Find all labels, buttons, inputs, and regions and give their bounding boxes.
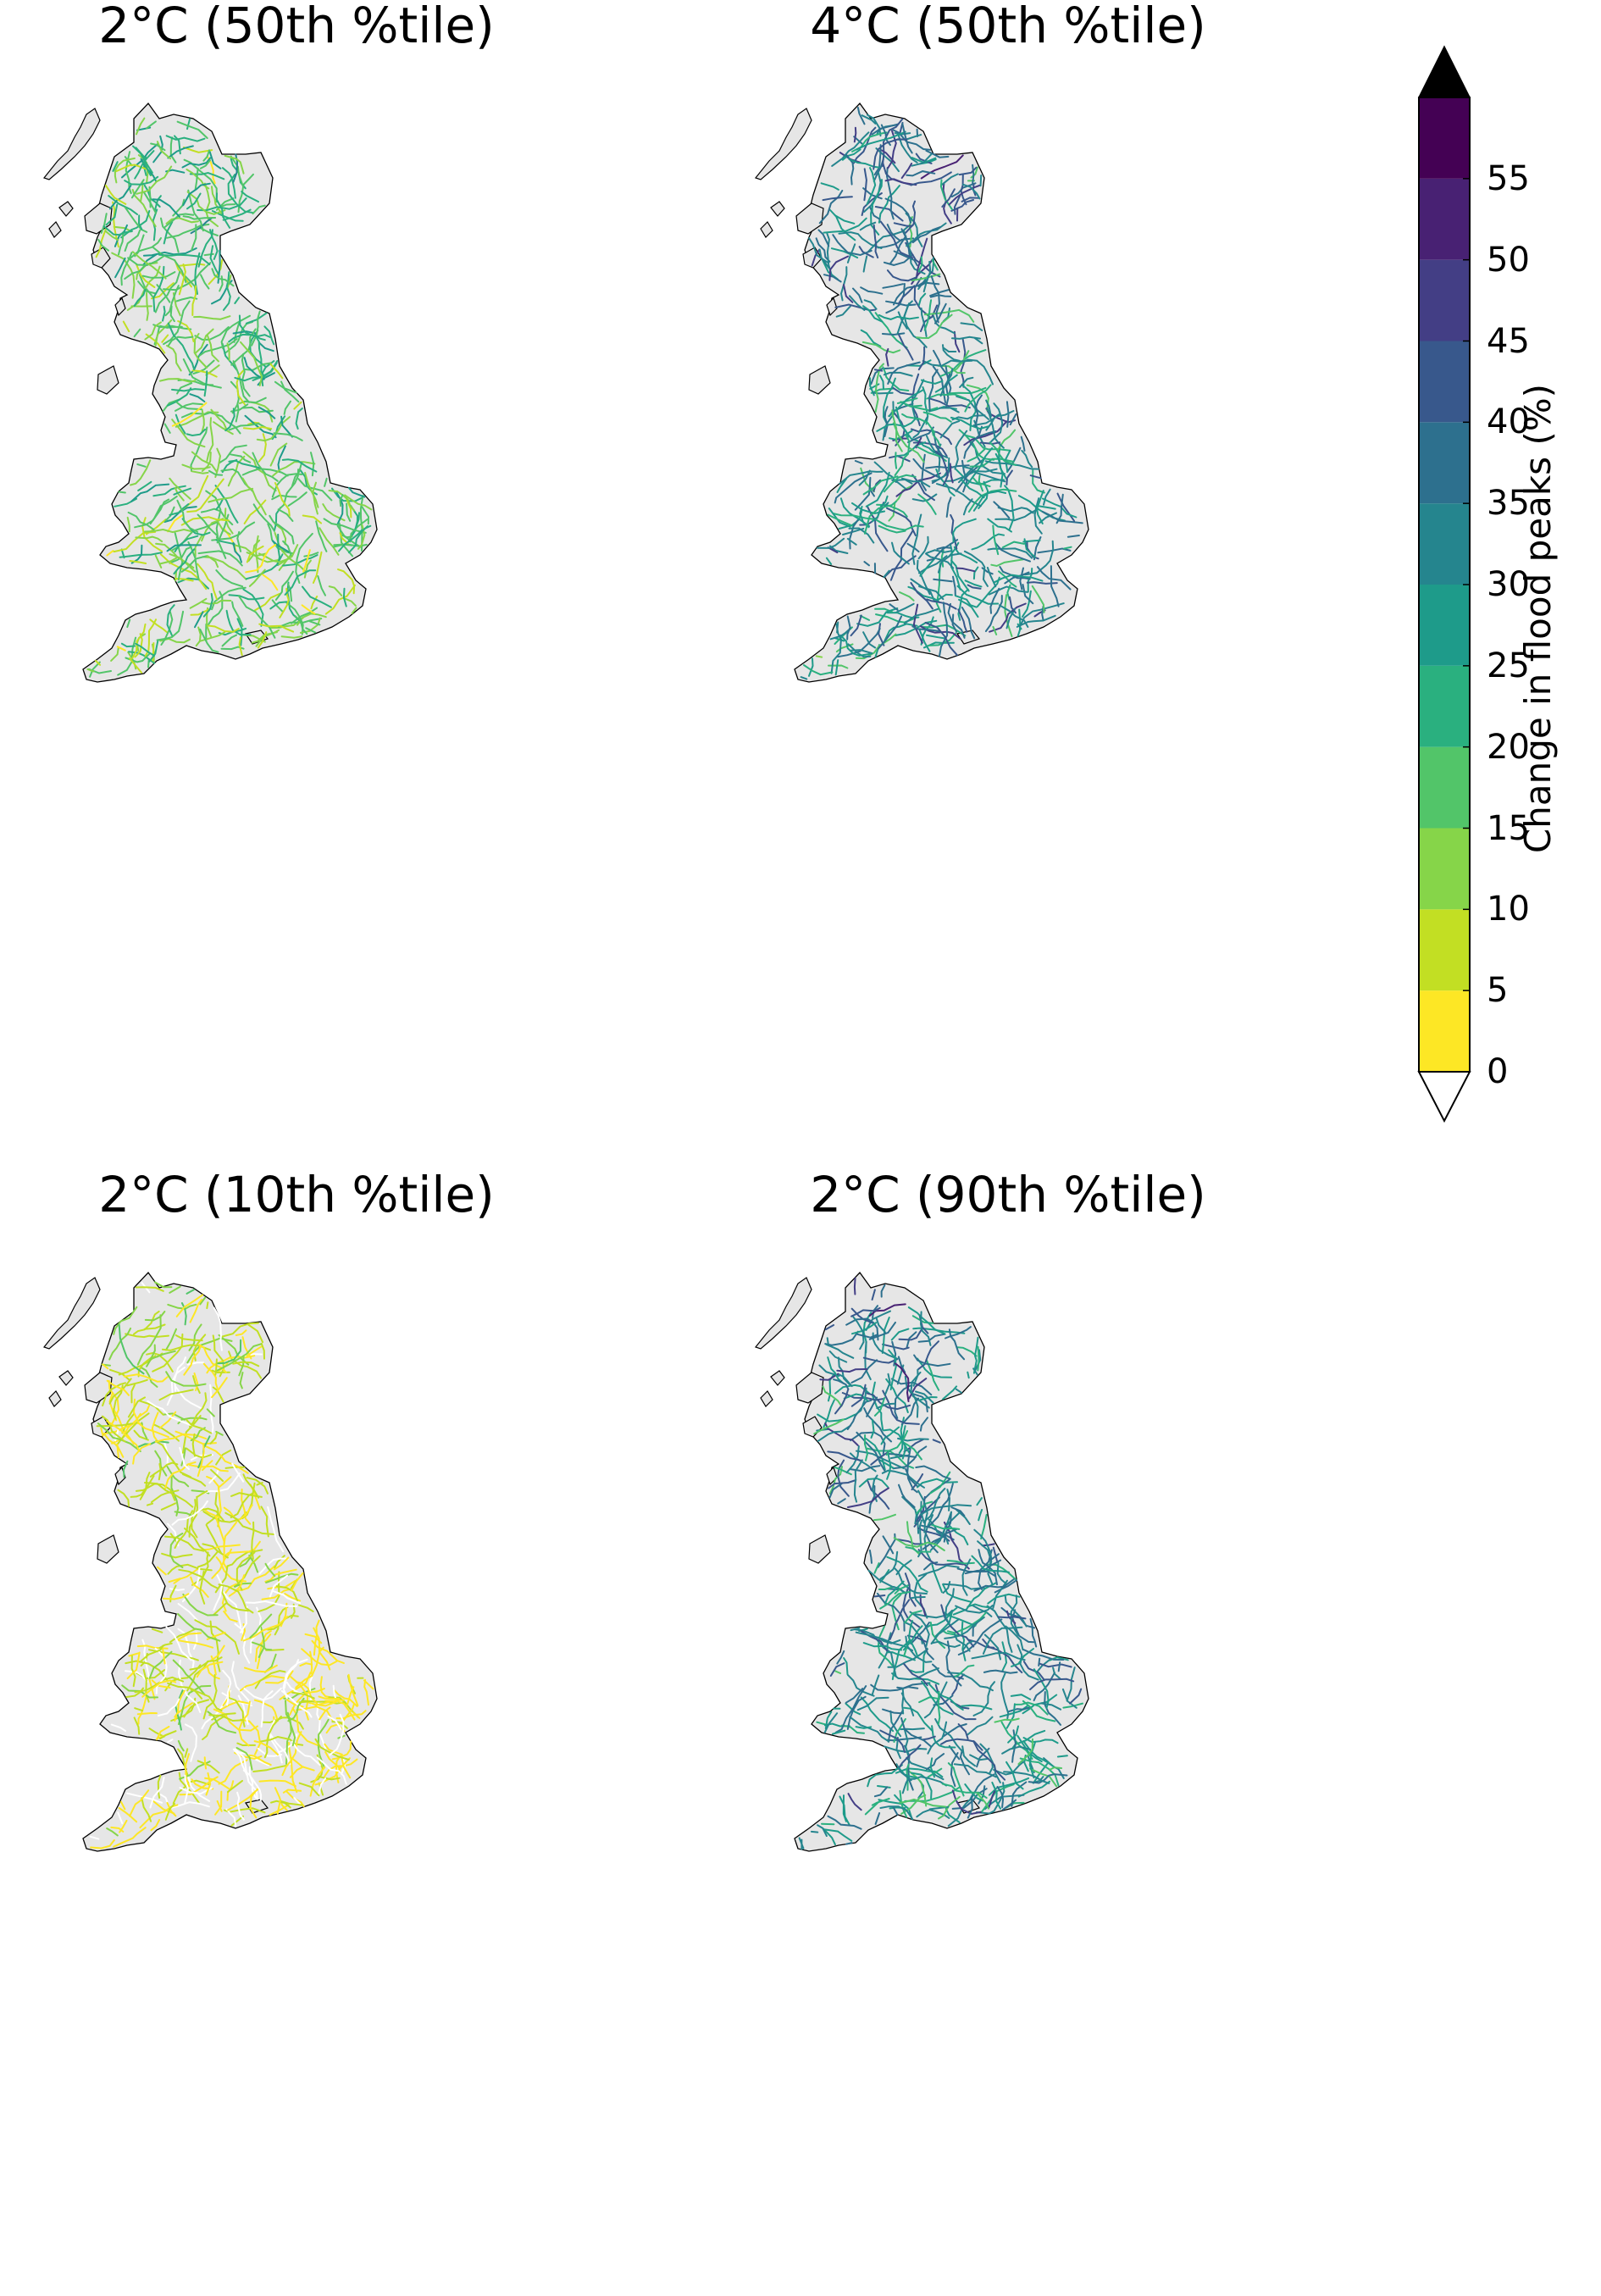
colorbar-bin — [1419, 179, 1470, 260]
island — [761, 1391, 773, 1406]
island — [44, 108, 100, 180]
island — [761, 222, 773, 237]
island — [59, 1371, 73, 1385]
island — [771, 202, 784, 216]
island — [756, 108, 812, 180]
colorbar-over-arrow — [1419, 47, 1470, 97]
colorbar-bin — [1419, 97, 1470, 179]
map-panel-4c-50th: 4°C (50th %tile) — [745, 0, 1271, 1127]
colorbar-bin — [1419, 341, 1470, 423]
island — [59, 202, 73, 216]
gb-river-map — [745, 1169, 1271, 2296]
colorbar-bin — [1419, 585, 1470, 666]
gb-mainland — [83, 1273, 377, 1851]
river-segment — [282, 636, 302, 638]
river-segment — [148, 660, 149, 668]
colorbar-bin — [1419, 503, 1470, 585]
colorbar-scale — [1415, 34, 1482, 1135]
island — [756, 1278, 812, 1349]
river-segment — [873, 393, 893, 394]
river-segment — [300, 1701, 313, 1702]
colorbar-bin — [1419, 747, 1470, 829]
colorbar-bin — [1419, 909, 1470, 990]
river-segment — [817, 656, 823, 657]
river-segment — [875, 369, 882, 370]
river-segment — [855, 1278, 856, 1295]
gb-river-map — [34, 0, 559, 1127]
colorbar-tick-label: 55 — [1487, 162, 1530, 196]
colorbar-tick-label: 5 — [1487, 973, 1508, 1007]
colorbar-bin — [1419, 990, 1470, 1072]
river-segment — [895, 452, 896, 468]
river-segment — [812, 1832, 817, 1833]
river-segment — [902, 1689, 903, 1714]
island — [44, 1278, 100, 1349]
river-segment — [822, 1824, 834, 1825]
island — [809, 366, 830, 394]
river-segment — [207, 1302, 208, 1308]
river-segment — [875, 1595, 885, 1596]
island — [97, 1535, 119, 1563]
river-segment — [911, 1597, 925, 1598]
colorbar-label: Change in flood peaks (%) — [1517, 237, 1559, 1000]
island — [49, 222, 61, 237]
island — [809, 1535, 830, 1563]
island — [771, 1371, 784, 1385]
colorbar-bin — [1419, 829, 1470, 910]
river-segment — [119, 492, 125, 493]
colorbar-under-arrow — [1419, 1072, 1470, 1121]
colorbar-tick-label: 0 — [1487, 1055, 1508, 1089]
river-segment — [1058, 1755, 1067, 1756]
gb-river-map — [745, 0, 1271, 1127]
map-panel-2c-10th: 2°C (10th %tile) — [34, 1169, 559, 2296]
river-segment — [837, 623, 838, 633]
colorbar-bin — [1419, 422, 1470, 503]
island — [49, 1391, 61, 1406]
river-segment — [981, 175, 982, 186]
river-segment — [967, 1373, 968, 1378]
map-panel-2c-50th: 2°C (50th %tile) — [34, 0, 559, 1127]
map-panel-2c-90th: 2°C (90th %tile) — [745, 1169, 1271, 2296]
gb-river-map — [34, 1169, 559, 2296]
colorbar-bin — [1419, 666, 1470, 747]
river-segment — [939, 1692, 940, 1724]
island — [97, 366, 119, 394]
colorbar-bin — [1419, 260, 1470, 341]
